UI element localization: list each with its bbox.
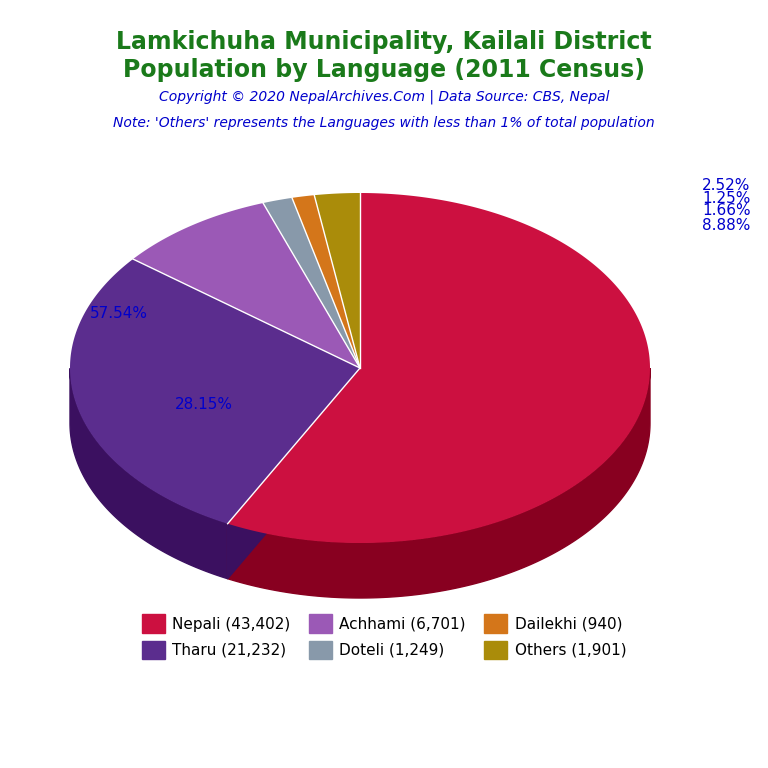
Text: 1.66%: 1.66% — [702, 203, 751, 218]
Polygon shape — [70, 259, 360, 524]
Polygon shape — [227, 193, 650, 543]
Polygon shape — [70, 369, 227, 579]
Polygon shape — [263, 198, 360, 368]
Text: 57.54%: 57.54% — [90, 306, 148, 320]
Polygon shape — [292, 195, 360, 368]
Polygon shape — [227, 368, 650, 598]
Text: Population by Language (2011 Census): Population by Language (2011 Census) — [123, 58, 645, 82]
Text: 1.25%: 1.25% — [702, 191, 750, 206]
Polygon shape — [227, 368, 360, 579]
Polygon shape — [227, 368, 360, 579]
Polygon shape — [133, 203, 360, 368]
Text: Note: 'Others' represents the Languages with less than 1% of total population: Note: 'Others' represents the Languages … — [113, 116, 655, 130]
Text: 28.15%: 28.15% — [175, 397, 233, 412]
Legend: Nepali (43,402), Tharu (21,232), Achhami (6,701), Doteli (1,249), Dailekhi (940): Nepali (43,402), Tharu (21,232), Achhami… — [135, 608, 633, 665]
Text: Copyright © 2020 NepalArchives.Com | Data Source: CBS, Nepal: Copyright © 2020 NepalArchives.Com | Dat… — [159, 90, 609, 104]
Polygon shape — [314, 193, 360, 368]
Text: Lamkichuha Municipality, Kailali District: Lamkichuha Municipality, Kailali Distric… — [116, 30, 652, 54]
Text: 2.52%: 2.52% — [702, 178, 750, 193]
Text: 8.88%: 8.88% — [702, 218, 750, 233]
